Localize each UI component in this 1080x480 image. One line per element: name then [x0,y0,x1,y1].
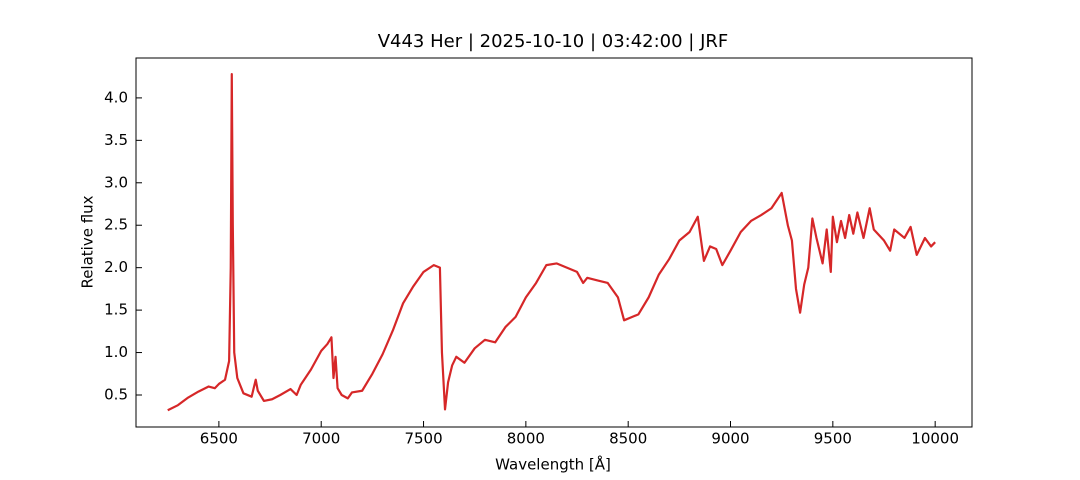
y-tick-label: 0.5 [104,385,128,403]
x-tick-label: 7000 [302,430,340,448]
plot-frame [135,57,973,428]
chart-title: V443 Her | 2025-10-10 | 03:42:00 | JRF [378,31,729,52]
x-tick-label: 7500 [404,430,442,448]
y-axis-label: Relative flux [79,195,97,288]
y-tick-label: 3.0 [104,173,128,191]
y-tick-label: 1.5 [104,301,128,319]
y-tick-label: 1.0 [104,343,128,361]
x-tick-label: 8500 [609,430,647,448]
x-tick-label: 10000 [911,430,959,448]
x-tick-label: 9000 [711,430,749,448]
spectrum-line [167,73,936,412]
y-tick-label: 2.5 [104,216,128,234]
y-tick-label: 3.5 [104,131,128,149]
x-axis-label: Wavelength [Å] [495,455,611,474]
y-tick-label: 2.0 [104,258,128,276]
x-tick-label: 6500 [200,430,238,448]
x-tick-label: 9500 [814,430,852,448]
y-tick-label: 4.0 [104,88,128,106]
x-tick-label: 8000 [507,430,545,448]
